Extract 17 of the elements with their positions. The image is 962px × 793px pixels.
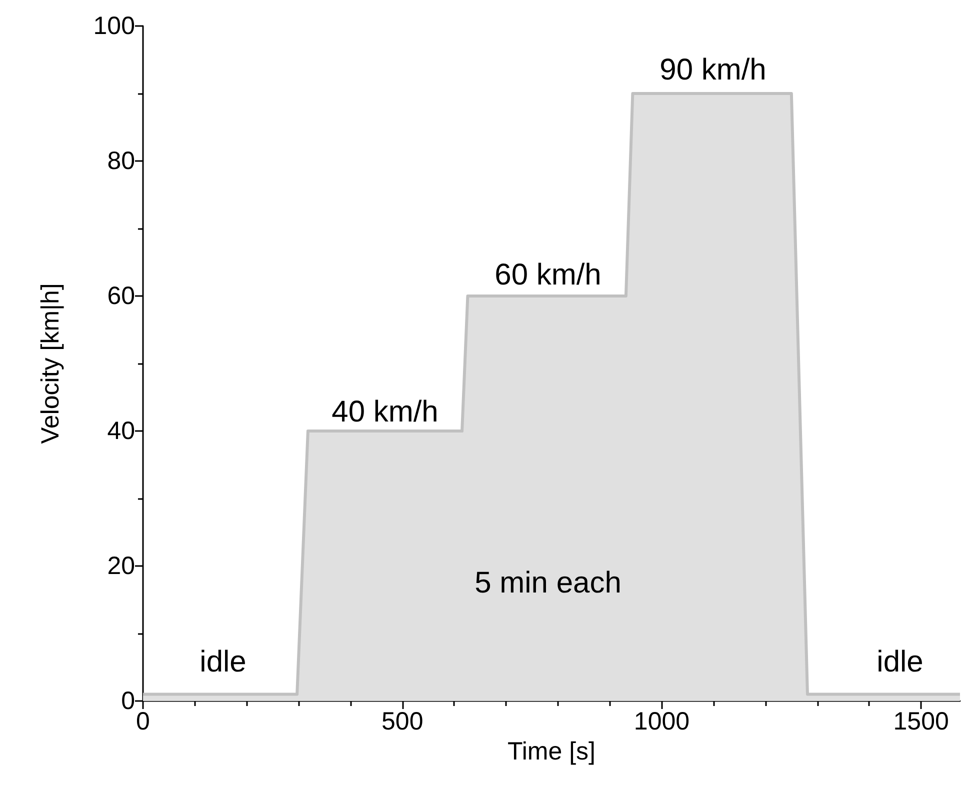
y-tick-label: 40 — [107, 417, 135, 445]
annotation: 60 km/h — [494, 258, 602, 292]
annotation: idle — [876, 646, 924, 678]
annotation: 5 min each — [474, 566, 622, 600]
annotation: idle — [200, 646, 246, 678]
x-tick-label: 1500 — [893, 708, 949, 736]
x-axis-title: Time [s] — [508, 737, 596, 766]
y-tick-label: 20 — [107, 552, 135, 580]
y-axis-title: Velocity [km|h] — [36, 283, 64, 444]
y-tick-label: 80 — [107, 147, 135, 175]
y-tick-label: 0 — [121, 687, 135, 715]
annotation: 40 km/h — [332, 396, 438, 428]
x-tick-label: 500 — [382, 708, 424, 736]
annotation: 90 km/h — [660, 54, 766, 86]
y-tick-label: 100 — [93, 12, 135, 40]
x-tick-label: 1000 — [634, 708, 690, 736]
y-tick-label: 60 — [107, 282, 135, 310]
